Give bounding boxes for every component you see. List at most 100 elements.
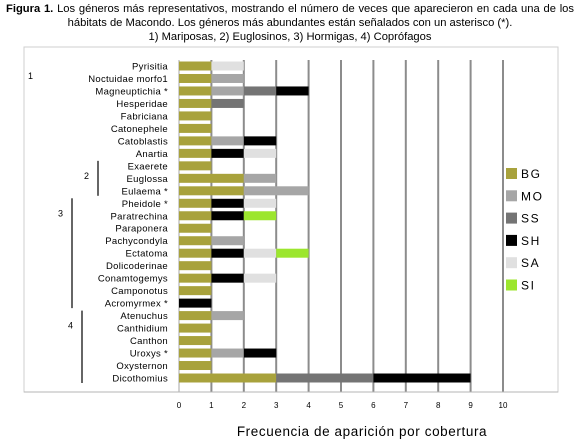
x-tick-label: 10	[499, 401, 508, 410]
bar-noctuidae-morfo1-bg	[179, 73, 212, 83]
legend-label-ss: SS	[521, 212, 540, 226]
bar-euglossa-mo	[243, 173, 277, 183]
grid-lines	[24, 60, 558, 393]
bar-pheidole-bg	[179, 198, 212, 208]
category-label: Pachycondyla	[105, 236, 168, 247]
legend-swatch-bg	[506, 168, 517, 179]
bar-atenuchus-mo	[211, 311, 244, 321]
bar-pachycondyla-mo	[211, 236, 244, 246]
bar-hesperidae-bg	[179, 98, 212, 108]
bar-conamtogemys-bg	[179, 273, 212, 283]
bar-paratrechina-si	[243, 211, 277, 221]
bar-conamtogemys-sa	[243, 273, 277, 283]
bar-anartia-sh	[211, 148, 244, 158]
bars	[179, 61, 471, 383]
bar-dolicoderinae-bg	[179, 261, 212, 271]
category-label: Euglossa	[127, 174, 169, 185]
x-tick-label: 3	[274, 401, 279, 410]
bar-uroxys-sh	[243, 348, 277, 358]
bar-conamtogemys-sh	[211, 273, 244, 283]
bar-eulaema-bg	[179, 186, 244, 196]
category-label: Uroxys *	[130, 349, 168, 360]
legend: BG MO SS SH SA SI	[506, 167, 544, 293]
legend-label-bg: BG	[521, 167, 542, 181]
legend-swatch-sh	[506, 234, 517, 246]
bar-catoblastis-bg	[179, 136, 212, 146]
bar-paratrechina-bg	[179, 211, 212, 221]
bar-pyrisitia-sa	[211, 61, 244, 71]
category-label: Noctuidae morfo1	[88, 74, 168, 85]
bar-pachycondyla-bg	[179, 236, 212, 246]
bar-magneuptichia-ss	[243, 86, 277, 96]
category-label: Magneuptichia *	[95, 86, 168, 97]
legend-swatch-ss	[506, 212, 517, 224]
group-label: 2	[84, 171, 89, 181]
category-label: Anartia	[136, 149, 169, 160]
category-label: Eulaema *	[121, 186, 168, 197]
bar-atenuchus-bg	[179, 311, 212, 321]
legend-label-sh: SH	[521, 234, 541, 248]
category-label: Paraponera	[115, 224, 168, 235]
bar-ectatoma-bg	[179, 248, 212, 258]
x-tick-label: 6	[371, 401, 376, 410]
bar-dicothomius-sh	[373, 373, 471, 383]
legend-swatch-sa	[506, 257, 517, 269]
bar-canthidium-bg	[179, 323, 212, 333]
category-label: Catonephele	[111, 124, 168, 135]
bar-magneuptichia-mo	[211, 86, 244, 96]
bar-hesperidae-ss	[211, 98, 244, 108]
bar-pheidole-sa	[243, 198, 277, 208]
x-tick-label: 1	[209, 401, 214, 410]
category-label: Paratrechina	[111, 211, 169, 222]
bar-anartia-sa	[243, 148, 277, 158]
bar-magneuptichia-sh	[276, 86, 309, 96]
category-label: Catoblastis	[118, 136, 168, 147]
x-tick-labels: 0 1 2 3 4 5 6 7 8 9 10	[177, 401, 508, 410]
x-tick-label: 8	[436, 401, 441, 410]
category-label: Canthidium	[117, 324, 168, 335]
caption-line3: 1) Mariposas, 2) Euglosinos, 3) Hormigas…	[148, 31, 432, 43]
bar-dicothomius-bg	[179, 373, 277, 383]
bar-magneuptichia-bg	[179, 86, 212, 96]
category-label: Fabriciana	[121, 111, 169, 122]
category-label: Ectatoma	[125, 249, 168, 260]
bar-oxysternon-bg	[179, 361, 212, 371]
bar-catonephele-bg	[179, 123, 212, 133]
bar-uroxys-mo	[211, 348, 244, 358]
legend-label-sa: SA	[521, 256, 540, 270]
category-label: Canthon	[130, 336, 168, 347]
bar-exaerete-bg	[179, 161, 212, 171]
legend-label-mo: MO	[521, 189, 544, 203]
bar-catoblastis-mo	[211, 136, 244, 146]
bar-ectatoma-sa	[243, 248, 277, 258]
bar-paraponera-bg	[179, 223, 212, 233]
bar-acromyrmex-sh	[179, 298, 212, 308]
bar-noctuidae-morfo1-mo	[211, 73, 244, 83]
group-label: 4	[68, 321, 73, 331]
group-label: 3	[58, 208, 63, 218]
caption-main: Figura 1. Los géneros más representativo…	[6, 2, 574, 30]
x-tick-label: 5	[339, 401, 344, 410]
bar-uroxys-bg	[179, 348, 212, 358]
x-tick-label: 9	[468, 401, 473, 410]
legend-swatch-si	[506, 279, 517, 291]
bar-camponotus-bg	[179, 286, 212, 296]
x-tick-label: 4	[306, 401, 311, 410]
x-tick-label: 2	[242, 401, 247, 410]
caption-label: Figura 1.	[6, 3, 54, 15]
category-label: Acromyrmex *	[105, 299, 168, 310]
group-markers: 1 2 3 4	[28, 71, 99, 383]
category-label: Exaerete	[128, 161, 168, 172]
bar-canthon-bg	[179, 336, 212, 346]
group-label: 1	[28, 71, 33, 81]
bar-pheidole-sh	[211, 198, 244, 208]
bar-fabriciana-bg	[179, 111, 212, 121]
category-label: Dolicoderinae	[106, 261, 168, 272]
x-axis-label: Frecuencia de aparición por cobertura	[237, 424, 487, 439]
figure-caption: Figura 1. Los géneros más representativo…	[6, 2, 574, 44]
category-label: Conamtogemys	[98, 274, 168, 285]
bar-pyrisitia-bg	[179, 61, 212, 71]
bar-ectatoma-sh	[211, 248, 244, 258]
